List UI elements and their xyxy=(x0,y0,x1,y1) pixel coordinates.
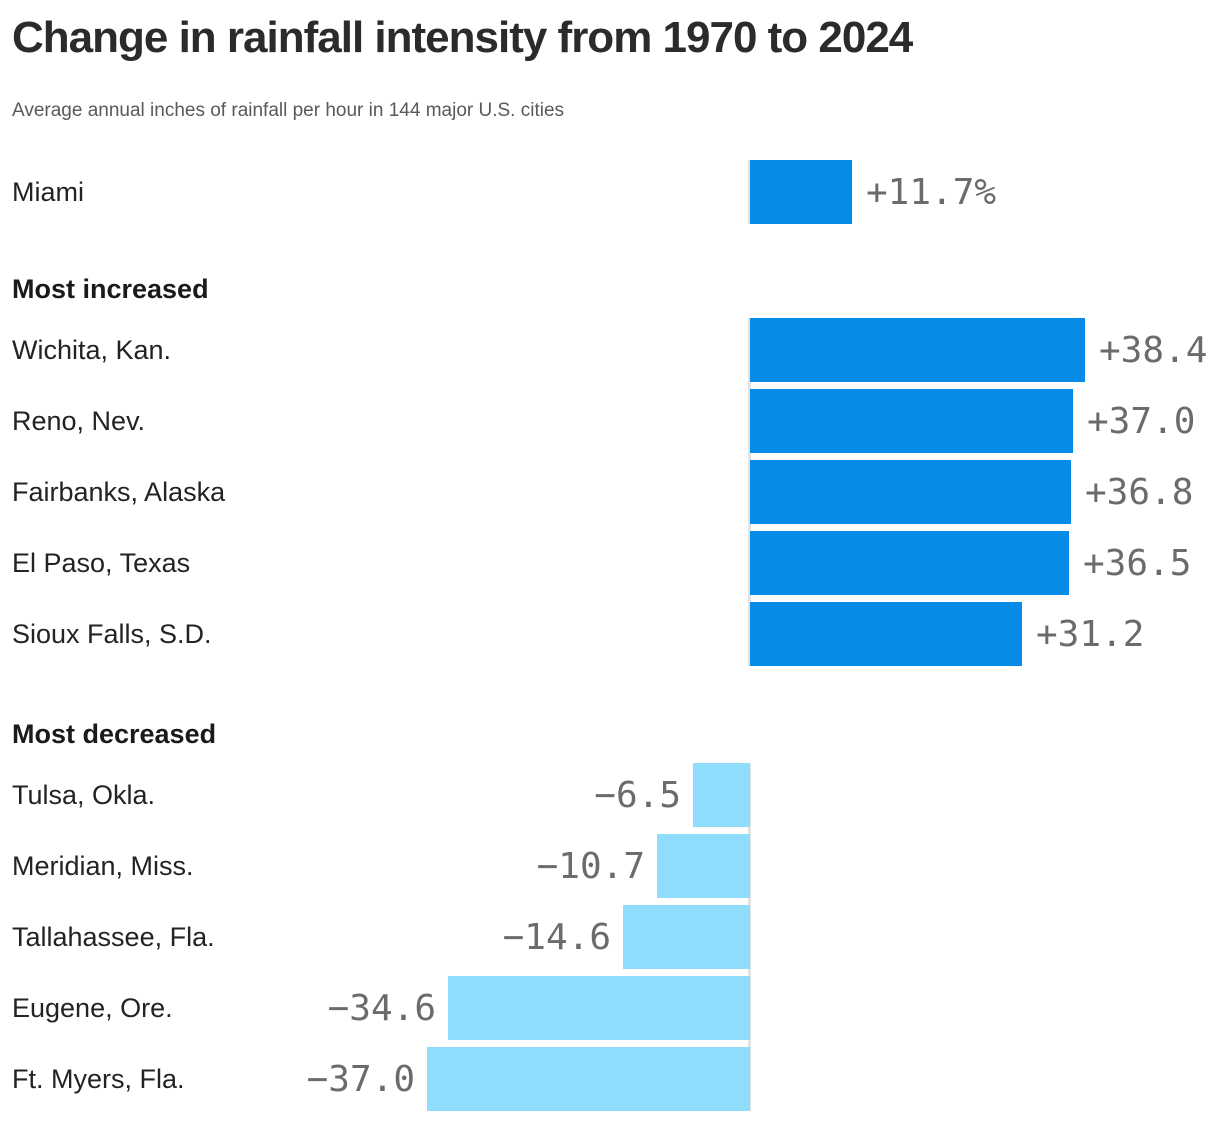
bar xyxy=(750,460,1071,524)
row-label: Wichita, Kan. xyxy=(12,334,172,365)
row-label: Tulsa, Okla. xyxy=(12,779,156,810)
bar xyxy=(693,763,750,827)
row-label: El Paso, Texas xyxy=(12,547,191,578)
bar xyxy=(750,318,1085,382)
bar xyxy=(750,531,1069,595)
chart-title: Change in rainfall intensity from 1970 t… xyxy=(12,13,913,62)
bar xyxy=(623,905,750,969)
value-label: +38.4 xyxy=(1099,329,1208,371)
bar xyxy=(750,389,1073,453)
value-label: +37.0 xyxy=(1087,400,1196,442)
bar xyxy=(750,160,852,224)
row-label: Fairbanks, Alaska xyxy=(12,476,226,507)
value-label: +36.8 xyxy=(1085,471,1194,513)
row-label: Reno, Nev. xyxy=(12,405,146,436)
row-label: Sioux Falls, S.D. xyxy=(12,618,212,649)
value-label: −6.5 xyxy=(594,774,681,816)
row-label: Tallahassee, Fla. xyxy=(12,921,215,952)
bar xyxy=(427,1047,750,1111)
row-label: Ft. Myers, Fla. xyxy=(12,1063,185,1094)
section-header: Most increased xyxy=(12,274,209,304)
row-label: Meridian, Miss. xyxy=(12,850,194,881)
value-label: +31.2 xyxy=(1036,613,1145,655)
axis-baseline xyxy=(748,160,751,224)
value-label: −37.0 xyxy=(306,1058,415,1100)
chart-subtitle: Average annual inches of rainfall per ho… xyxy=(12,100,565,121)
value-label: −14.6 xyxy=(502,916,611,958)
value-label: +36.5 xyxy=(1083,542,1192,584)
bar xyxy=(657,834,750,898)
bar xyxy=(750,602,1022,666)
row-label: Miami xyxy=(12,176,84,207)
value-label: +11.7% xyxy=(866,171,997,213)
axis-baseline xyxy=(748,318,751,666)
bar xyxy=(448,976,750,1040)
value-label: −34.6 xyxy=(327,987,436,1029)
section-header: Most decreased xyxy=(12,719,217,749)
value-label: −10.7 xyxy=(536,845,645,887)
row-label: Eugene, Ore. xyxy=(12,992,173,1023)
